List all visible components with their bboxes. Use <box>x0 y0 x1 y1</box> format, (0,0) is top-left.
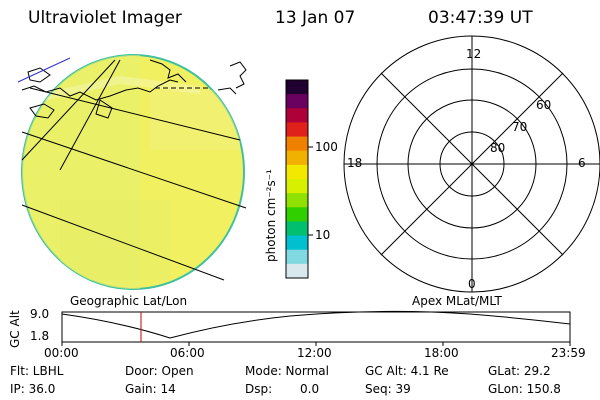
colorbar-band <box>286 249 308 265</box>
ip-info: IP: 36.0 <box>10 382 56 396</box>
mlat-80-label: 80 <box>490 141 506 155</box>
colorbar-band <box>286 235 308 251</box>
gc-alt-info: GC Alt: 4.1 Re <box>365 364 449 378</box>
colorbar-band <box>286 221 308 237</box>
colorbar-band <box>286 80 308 95</box>
altitude-y-max: 9.0 <box>30 307 50 321</box>
mlat-60-label: 60 <box>536 98 552 112</box>
polar-plot <box>343 35 600 293</box>
coastline-outline <box>21 59 247 119</box>
colorbar-band <box>286 193 308 208</box>
altitude-curve <box>61 310 571 339</box>
date-label: 13 Jan 07 <box>275 8 356 28</box>
x-tick-0000: 00:00 <box>44 346 79 360</box>
seq-info: Seq: 39 <box>365 382 411 396</box>
door-info: Door: Open <box>125 364 194 378</box>
glat-info: GLat: 29.2 <box>488 364 551 378</box>
altitude-y-min: 1.8 <box>30 329 50 343</box>
dsp-label: Dsp: <box>245 382 273 396</box>
mlat-70-label: 70 <box>512 120 528 134</box>
earth-image <box>17 54 247 290</box>
colorbar-band <box>286 94 308 109</box>
polar-panel-label: Apex MLat/MLT <box>412 294 502 308</box>
x-tick-2359: 23:59 <box>551 346 586 360</box>
colorbar-band <box>286 164 308 180</box>
colorbar-band <box>286 136 308 152</box>
colorbar-band <box>286 150 308 166</box>
mlt-0-label: 0 <box>468 277 476 291</box>
mode-info: Mode: Normal <box>245 364 329 378</box>
dsp-value: 0.0 <box>300 382 320 396</box>
colorbar-band <box>286 207 308 222</box>
x-tick-1800: 18:00 <box>424 346 459 360</box>
colorbar-tick-10: 10 <box>315 228 331 242</box>
x-tick-0600: 06:00 <box>170 346 205 360</box>
flt-info: Flt: LBHL <box>10 364 64 378</box>
colorbar-band <box>286 179 308 194</box>
mlt-12-label: 12 <box>466 47 482 61</box>
gain-info: Gain: 14 <box>125 382 176 396</box>
altitude-y-label: GC Alt <box>8 310 22 348</box>
mlt-6-label: 6 <box>578 156 586 170</box>
colorbar-tick-100: 100 <box>315 140 338 154</box>
glon-info: GLon: 150.8 <box>488 382 561 396</box>
app-title: Ultraviolet Imager <box>28 8 182 28</box>
geo-panel-label: Geographic Lat/Lon <box>70 294 188 308</box>
colorbar <box>286 80 308 279</box>
colorbar-band <box>286 263 308 279</box>
geo-grid-lines <box>21 59 247 281</box>
mlt-18-label: 18 <box>347 156 363 170</box>
colorbar-unit-label: photon cm⁻²s⁻¹ <box>264 169 278 262</box>
x-tick-1200: 12:00 <box>297 346 332 360</box>
time-label: 03:47:39 UT <box>428 8 533 28</box>
colorbar-band <box>286 108 308 123</box>
colorbar-band <box>286 122 308 138</box>
